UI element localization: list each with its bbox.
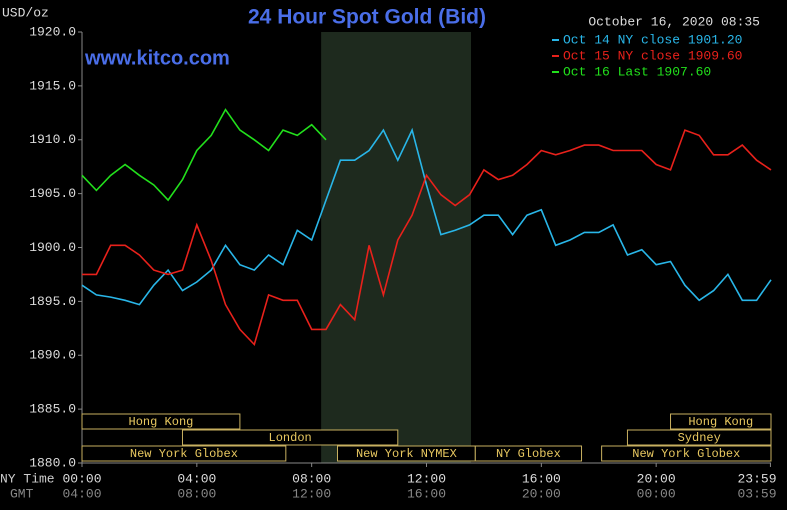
y-tick-label: 1895.0 <box>29 294 76 309</box>
session-box <box>626 429 772 446</box>
y-tick-label: 1890.0 <box>29 348 76 363</box>
x-tick-label: 20:00 <box>637 471 676 486</box>
session-box <box>181 429 399 446</box>
x-tick-label: 12:00 <box>407 471 446 486</box>
x2-tick-label: 03:59 <box>737 486 776 501</box>
session-box <box>670 413 772 430</box>
session-label: New York Globex <box>130 447 238 461</box>
session-label: NY Globex <box>496 447 561 461</box>
series-line <box>81 108 327 202</box>
x2-tick-label: 04:00 <box>62 486 101 501</box>
x2-tick-label: 00:00 <box>637 486 676 501</box>
legend-label: Oct 16 Last 1907.60 <box>563 64 711 79</box>
session-box <box>81 413 241 430</box>
x-tick-label: 08:00 <box>292 471 331 486</box>
x-tick-label: 16:00 <box>522 471 561 486</box>
session-box <box>474 445 583 462</box>
y-tick-label: 1920.0 <box>29 24 76 39</box>
y-tick-label: 1905.0 <box>29 186 76 201</box>
y-tick-label: 1885.0 <box>29 402 76 417</box>
series-line <box>81 127 772 306</box>
timestamp: October 16, 2020 08:35 <box>588 14 760 29</box>
legend-label: Oct 15 NY close 1909.60 <box>563 48 742 63</box>
y-tick-label: 1900.0 <box>29 240 76 255</box>
y-axis-label: USD/oz <box>2 5 49 20</box>
x2-axis-label: GMT <box>10 486 34 501</box>
x2-tick-label: 08:00 <box>177 486 216 501</box>
x-axis-label: NY Time <box>0 471 55 486</box>
watermark: www.kitco.com <box>84 47 230 69</box>
session-label: Sydney <box>678 431 721 445</box>
x2-tick-label: 16:00 <box>407 486 446 501</box>
x2-tick-label: 12:00 <box>292 486 331 501</box>
session-label: London <box>269 431 312 445</box>
session-label: Hong Kong <box>129 415 194 429</box>
session-box <box>81 445 287 462</box>
y-tick-label: 1915.0 <box>29 78 76 93</box>
x-tick-label: 00:00 <box>62 471 101 486</box>
y-tick-label: 1910.0 <box>29 132 76 147</box>
session-label: New York Globex <box>632 447 740 461</box>
y-tick-label: 1880.0 <box>29 455 76 470</box>
session-label: Hong Kong <box>688 415 753 429</box>
legend-label: Oct 14 NY close 1901.20 <box>563 32 742 47</box>
session-box <box>601 445 772 462</box>
session-label: New York NYMEX <box>356 447 457 461</box>
series-line <box>82 129 772 347</box>
chart-title: 24 Hour Spot Gold (Bid) <box>248 6 486 29</box>
x-tick-label: 04:00 <box>177 471 216 486</box>
x2-tick-label: 20:00 <box>522 486 561 501</box>
x-tick-label: 23:59 <box>737 471 776 486</box>
